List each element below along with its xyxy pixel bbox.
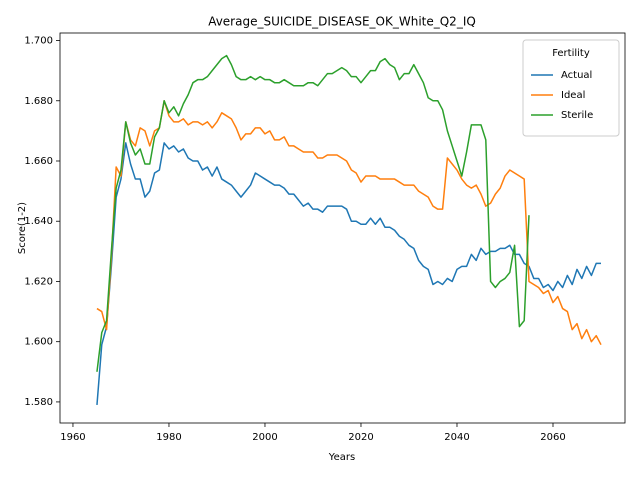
- y-tick-label: 1.600: [24, 337, 53, 348]
- y-tick-label: 1.640: [24, 216, 53, 227]
- x-tick-label: 2060: [540, 432, 565, 443]
- legend-label: Ideal: [561, 90, 585, 101]
- legend-label: Sterile: [561, 110, 593, 121]
- series-line: [96, 142, 601, 405]
- x-tick-label: 2000: [252, 432, 277, 443]
- y-tick-label: 1.580: [24, 397, 53, 408]
- legend-label: Actual: [561, 70, 592, 81]
- plot-frame: [59, 32, 626, 424]
- y-axis-label: Score(1-2): [17, 202, 28, 254]
- x-axis-label: Years: [328, 452, 355, 463]
- x-tick-label: 2020: [348, 432, 373, 443]
- x-tick-label: 1980: [156, 432, 181, 443]
- y-tick-label: 1.680: [24, 96, 53, 107]
- series-line: [96, 54, 530, 372]
- x-tick-label: 2040: [444, 432, 469, 443]
- x-tick-label: 1960: [60, 432, 85, 443]
- y-tick-label: 1.660: [24, 156, 53, 167]
- legend-title: Fertility: [552, 48, 590, 59]
- legend-box: [522, 39, 620, 137]
- y-tick-label: 1.700: [24, 36, 53, 47]
- y-tick-label: 1.620: [24, 276, 53, 287]
- chart-title: Average_SUICIDE_DISEASE_OK_White_Q2_IQ: [208, 15, 476, 29]
- series-line: [96, 100, 602, 346]
